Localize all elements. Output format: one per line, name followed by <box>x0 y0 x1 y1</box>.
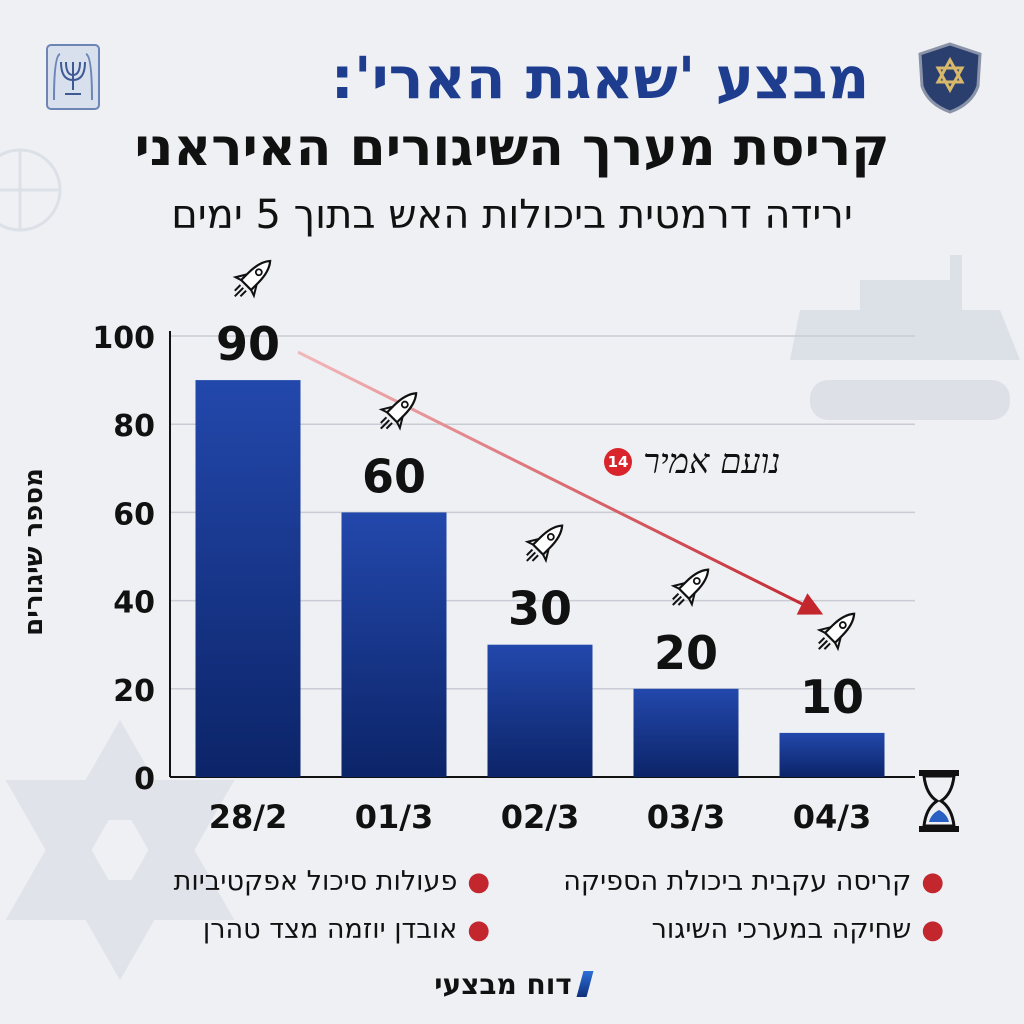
rocket-body <box>677 568 710 601</box>
rocket-body <box>823 612 856 645</box>
y-tick-label: 0 <box>134 762 155 797</box>
rocket-icon <box>524 524 564 564</box>
bullet-dot: ● <box>467 915 490 945</box>
rocket-exhaust <box>526 548 539 562</box>
bar <box>195 380 301 777</box>
rocket-fins <box>232 273 258 299</box>
bar <box>341 512 447 777</box>
rocket-body <box>385 392 418 424</box>
page-title: מבצע 'שאגת הארי': <box>330 44 870 112</box>
bullet-left-2: ●אובדן יוזמה מצד טהרן <box>202 914 490 945</box>
data-label: 30 <box>508 582 572 636</box>
data-label: 10 <box>800 670 864 724</box>
rocket-exhaust <box>672 592 685 606</box>
trend-arrow-head <box>796 593 824 615</box>
rocket-icon <box>816 612 856 652</box>
x-tick-label: 01/3 <box>355 798 433 836</box>
emblem-icon <box>46 44 100 110</box>
rocket-body <box>239 259 272 292</box>
x-tick-label: 28/2 <box>209 798 287 836</box>
rocket-fins <box>524 538 550 564</box>
watermark: 14 נועם אמיר <box>604 442 834 492</box>
bullet-dot: ● <box>921 867 944 897</box>
y-tick-label: 80 <box>113 409 155 444</box>
shield-star-icon <box>918 42 982 114</box>
brand-mark-icon <box>576 971 594 997</box>
bullet-dot: ● <box>921 915 944 945</box>
bullet-left-1: ●פעולות סיכול אפקטיביות <box>173 866 490 897</box>
rocket-body <box>531 524 564 557</box>
y-tick-label: 60 <box>113 497 155 532</box>
rocket-window <box>546 532 555 541</box>
watermark-badge: 14 <box>604 448 632 476</box>
rocket-icon <box>378 392 418 431</box>
hourglass-icon <box>916 768 962 834</box>
rocket-fins <box>670 582 696 608</box>
x-tick-label: 03/3 <box>647 798 725 836</box>
data-label: 60 <box>362 449 426 503</box>
y-tick-label: 20 <box>113 674 155 709</box>
rocket-exhaust <box>380 416 393 430</box>
bullet-right-2: ●שחיקה במערכי השיגור <box>651 914 944 945</box>
rocket-fins <box>816 626 842 652</box>
trend-arrow-line <box>297 350 817 613</box>
rocket-exhaust <box>818 637 831 650</box>
bar <box>487 644 593 777</box>
rocket-icon <box>670 568 710 608</box>
rocket-window <box>254 268 263 277</box>
data-label: 20 <box>654 626 718 680</box>
y-tick-label: 100 <box>92 321 155 356</box>
bar <box>779 732 885 777</box>
y-tick-label: 40 <box>113 586 155 621</box>
x-tick-label: 02/3 <box>501 798 579 836</box>
rocket-window <box>400 400 409 409</box>
footer-brand: דוח מבצעי <box>0 968 1024 1001</box>
data-label: 90 <box>216 317 280 371</box>
page-tagline: ירידה דרמטית ביכולות האש בתוך 5 ימים <box>171 192 853 238</box>
rocket-window <box>692 577 701 585</box>
bar <box>633 688 739 777</box>
x-tick-label: 04/3 <box>793 798 871 836</box>
watermark-text: נועם אמיר <box>643 442 781 482</box>
bullet-dot: ● <box>467 867 490 897</box>
rocket-icon <box>232 259 272 299</box>
rocket-exhaust <box>234 284 247 298</box>
page-subtitle: קריסת מערך השיגורים האיראני <box>134 118 890 178</box>
rocket-window <box>838 621 847 629</box>
bullet-right-1: ●קריסה עקבית ביכולת הספיקה <box>563 866 944 897</box>
rocket-fins <box>378 405 404 431</box>
